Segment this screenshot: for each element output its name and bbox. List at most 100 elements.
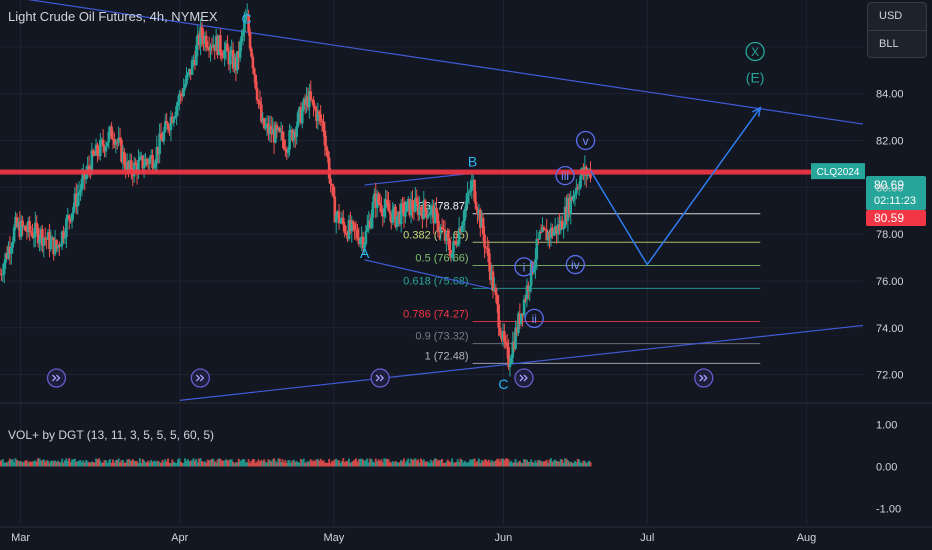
candle-body	[291, 130, 294, 141]
candle-body	[460, 225, 464, 233]
y-tick-label: 78.00	[876, 229, 904, 241]
candle-body	[481, 217, 485, 235]
projection-path[interactable]	[590, 106, 762, 266]
event-marker-icon[interactable]	[370, 368, 390, 388]
volume-bar	[247, 459, 250, 467]
unit-selector[interactable]: USD BLL	[867, 2, 927, 58]
candle-body	[391, 209, 395, 223]
event-marker-icon[interactable]	[46, 368, 67, 388]
volume-bar	[347, 458, 350, 467]
volume-bar	[288, 460, 291, 467]
candle-body	[349, 220, 352, 232]
volume-bar	[250, 460, 253, 467]
volume-bar	[357, 459, 360, 467]
symbol-title[interactable]: Light Crude Oil Futures, 4h, NYMEX	[8, 9, 218, 24]
volume-bar	[66, 460, 69, 467]
candle-body	[515, 327, 519, 333]
volume-bar	[558, 461, 561, 467]
candle-body	[494, 287, 498, 296]
currency-label[interactable]: USD	[879, 10, 903, 22]
candle-body	[518, 313, 522, 324]
candle-body	[495, 295, 499, 305]
volume-bar	[568, 461, 571, 467]
event-marker-icon[interactable]	[694, 368, 714, 388]
candle-body	[358, 239, 362, 244]
candle-body	[556, 224, 560, 235]
volume-bar	[192, 458, 195, 467]
candle-body	[373, 193, 376, 202]
volume-bar	[333, 459, 336, 467]
candle-body	[361, 236, 365, 249]
trendlines[interactable]	[0, 0, 864, 401]
volume-bar	[256, 461, 259, 467]
volume-bar	[71, 459, 74, 467]
volume-bar	[455, 462, 458, 467]
candle-body	[237, 51, 241, 58]
candle-body	[454, 241, 458, 246]
projection-line[interactable]	[590, 107, 761, 266]
volume-bar	[267, 459, 270, 467]
volume-bar	[554, 459, 557, 467]
trendline[interactable]	[364, 259, 499, 291]
volume-y-tick-label: 0.00	[876, 462, 897, 474]
volume-bar	[545, 459, 548, 467]
volume-bar	[110, 462, 113, 467]
volume-bar	[513, 462, 516, 467]
fibonacci-retracement[interactable]: 0.236 (78.87)0.382 (77.65)0.5 (76.66)0.6…	[403, 201, 761, 364]
candle-body	[274, 124, 277, 143]
volume-bar	[460, 459, 463, 467]
candle-body	[419, 206, 423, 212]
volume-bar	[346, 461, 349, 467]
volume-bar	[397, 462, 400, 467]
trendline[interactable]	[364, 172, 473, 186]
event-markers[interactable]	[46, 368, 714, 388]
volume-bar	[54, 460, 57, 467]
resistance-line[interactable]	[0, 169, 863, 175]
indicator-title[interactable]: VOL+ by DGT (13, 11, 3, 5, 5, 5, 60, 5)	[8, 428, 214, 442]
candle-body	[552, 230, 556, 236]
volume-bar	[41, 460, 44, 467]
candle-body	[486, 247, 489, 249]
volume-bar	[178, 458, 181, 467]
volume-bar	[225, 459, 228, 467]
volume-bar	[290, 462, 293, 467]
unit-label[interactable]: BLL	[868, 30, 926, 58]
volume-bar	[76, 461, 79, 467]
candle-body	[406, 198, 410, 202]
volume-bar	[463, 460, 466, 467]
volume-bar	[503, 460, 506, 467]
volume-bar	[511, 462, 514, 467]
volume-bar	[20, 461, 23, 467]
candle-body	[320, 120, 324, 123]
candle-body	[439, 226, 443, 232]
event-marker-icon[interactable]	[190, 368, 210, 388]
volume-bar	[78, 460, 81, 467]
volume-bar	[164, 459, 167, 467]
volume-bar	[85, 459, 88, 467]
volume-bar	[521, 463, 524, 467]
candle-body	[446, 232, 450, 239]
volume-bar	[282, 462, 285, 467]
volume-bar	[270, 461, 273, 467]
volume-bar	[56, 460, 59, 467]
candle-body	[397, 211, 400, 217]
volume-bar	[492, 461, 495, 467]
candle-body	[404, 211, 407, 217]
resistance-level[interactable]: CLQ2024 80.69 02:11:23 80.59	[0, 163, 926, 226]
trendline[interactable]	[179, 324, 864, 401]
candle-body	[298, 107, 301, 113]
volume-bar	[8, 458, 11, 467]
candle-body	[375, 194, 379, 209]
event-marker-icon[interactable]	[514, 368, 534, 388]
volume-bar	[227, 460, 230, 467]
volume-bar	[201, 461, 204, 467]
candle-body	[203, 35, 207, 44]
trendline[interactable]	[0, 0, 864, 125]
candle-body	[36, 227, 40, 244]
volume-bar	[116, 460, 119, 467]
volume-bar	[205, 462, 208, 467]
volume-bar	[370, 458, 373, 467]
candle-body	[524, 299, 527, 301]
candle-body	[566, 198, 570, 221]
